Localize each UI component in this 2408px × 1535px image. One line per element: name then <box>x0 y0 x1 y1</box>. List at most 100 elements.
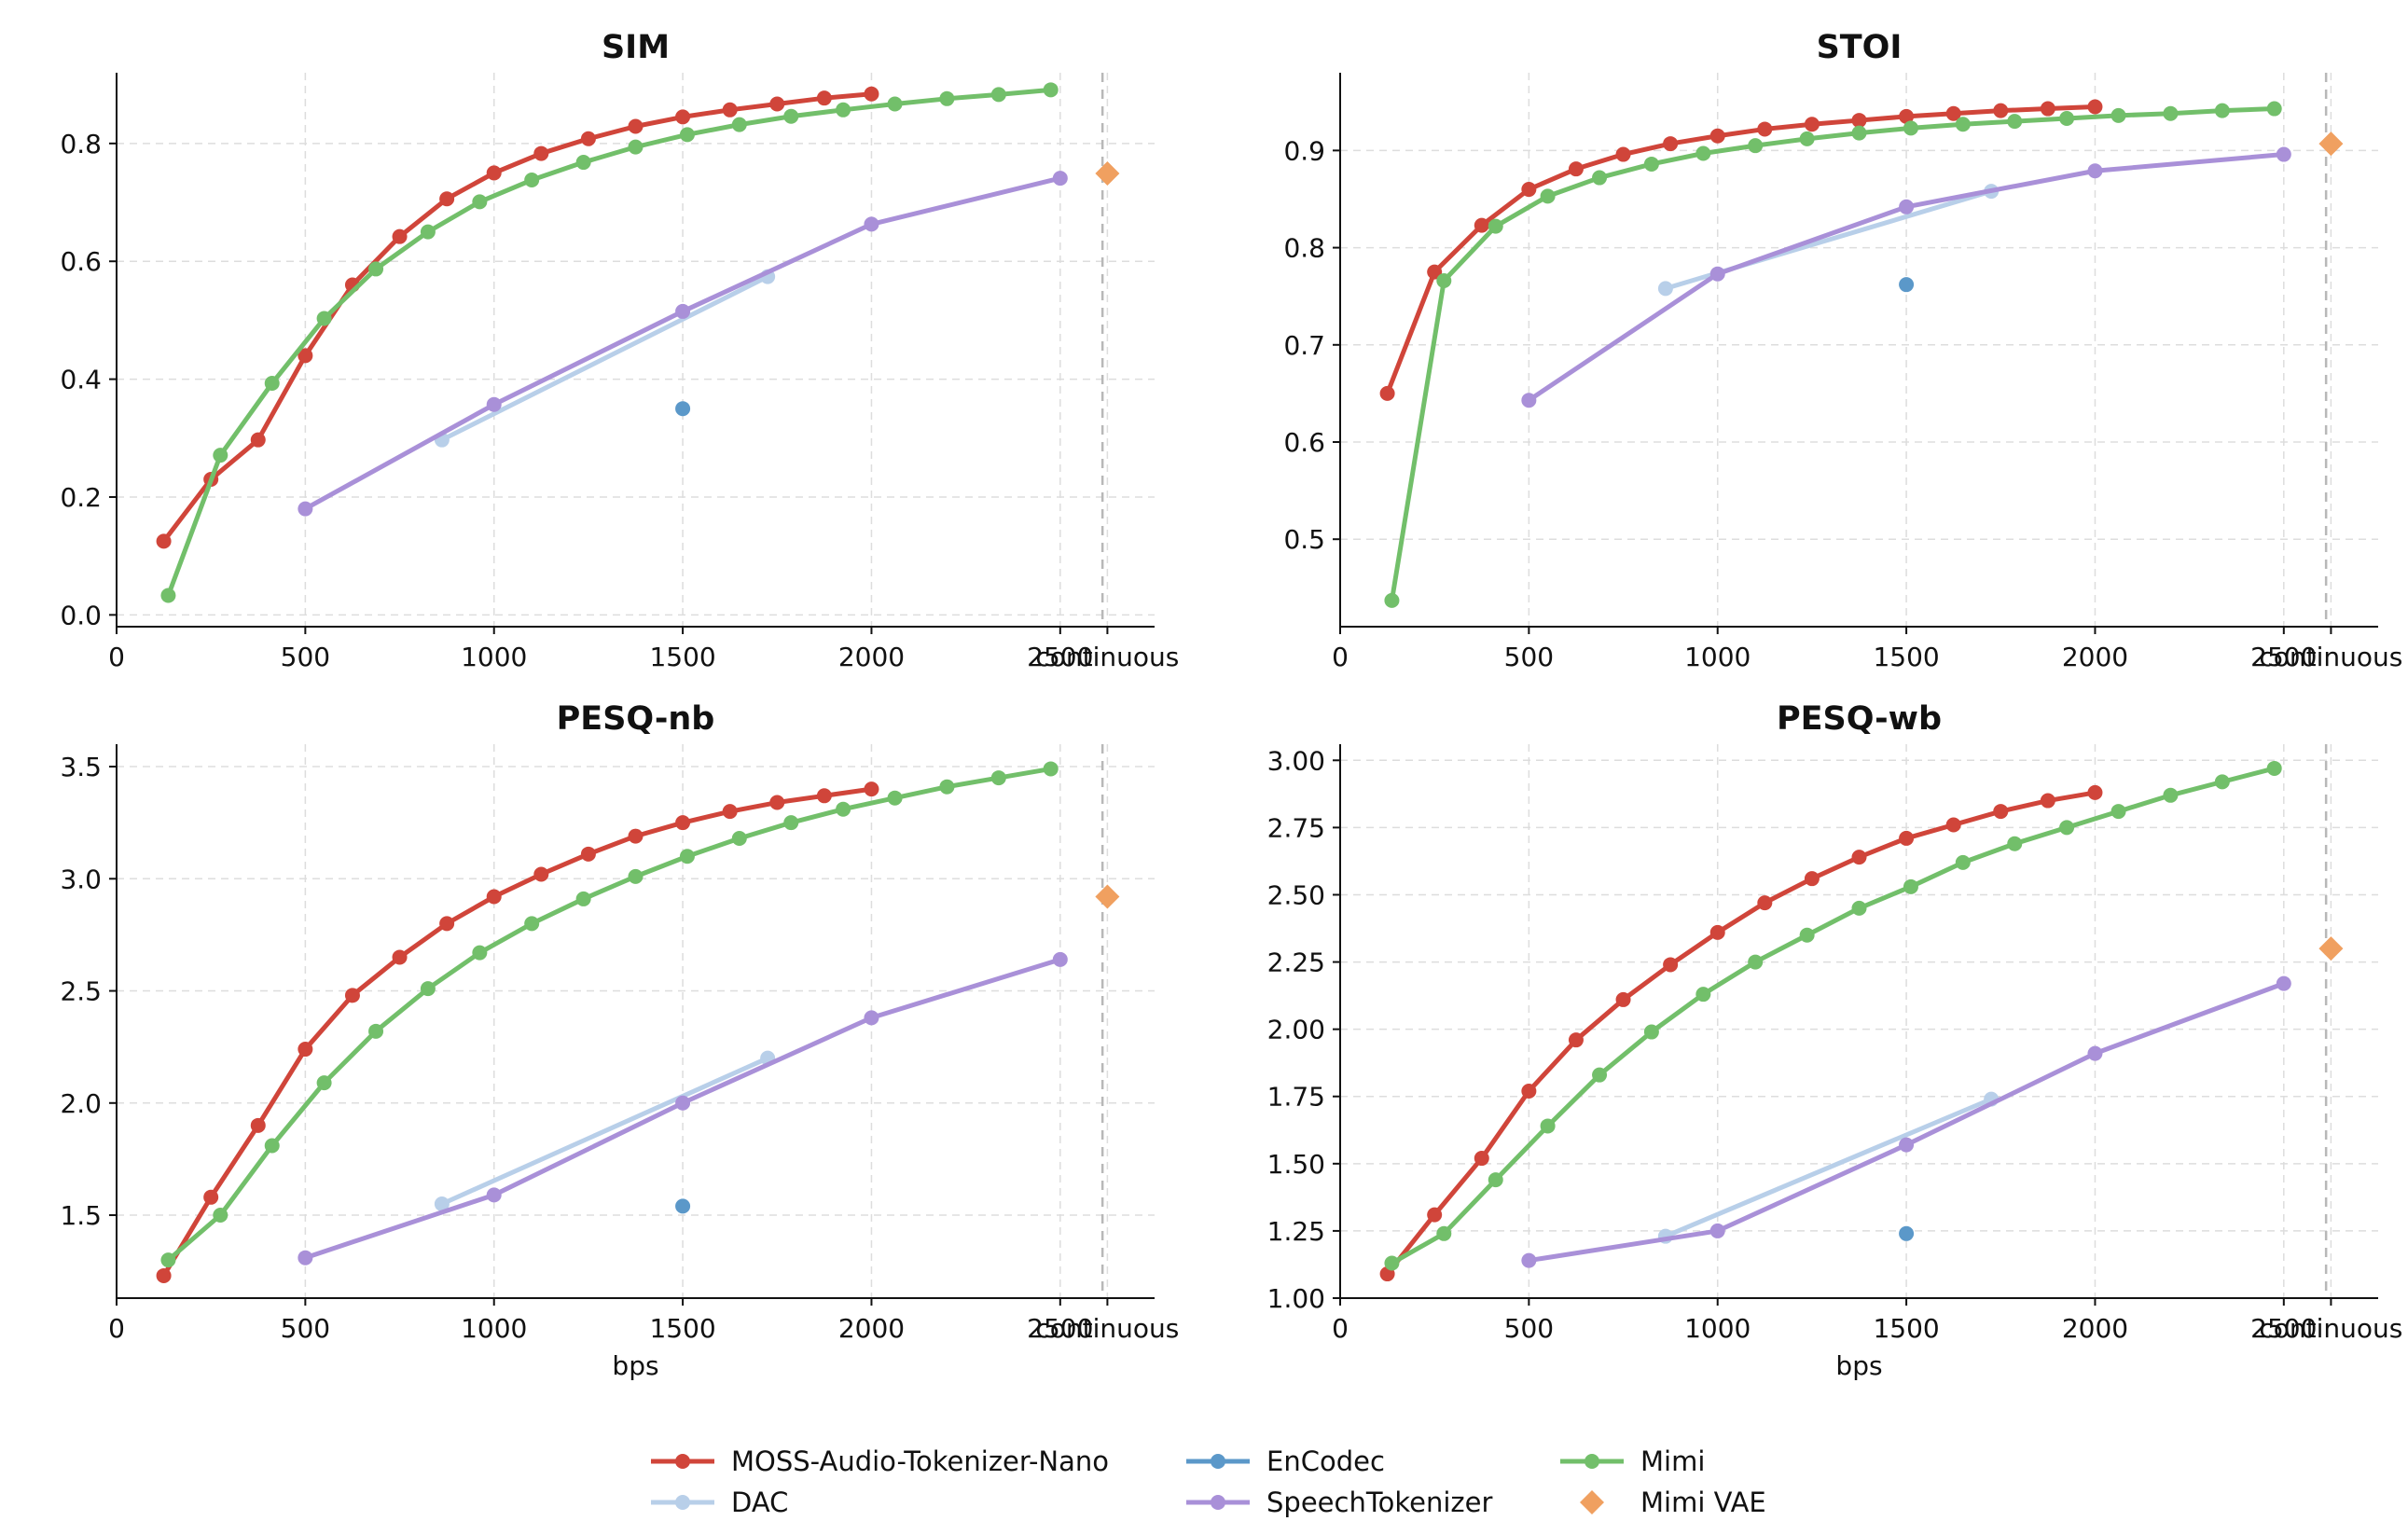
data-point <box>533 866 549 882</box>
y-tick-label: 3.0 <box>60 864 102 894</box>
legend-label: SpeechTokenizer <box>1266 1487 1492 1518</box>
data-point <box>722 804 738 820</box>
data-point <box>2276 975 2291 991</box>
x-tick-label: 0 <box>108 1313 125 1344</box>
data-point <box>864 216 879 232</box>
data-point <box>486 889 502 905</box>
data-point <box>1052 951 1068 967</box>
x-tick-label-continuous: continuous <box>2259 1313 2402 1344</box>
data-point <box>439 191 455 207</box>
data-point <box>864 1010 879 1026</box>
series-mimi <box>1384 760 2282 1271</box>
data-point <box>628 118 644 134</box>
data-point <box>1709 924 1725 940</box>
data-point <box>1695 987 1711 1003</box>
series-line <box>165 766 1054 1263</box>
x-axis-label: bps <box>1835 1350 1882 1381</box>
data-point <box>580 846 596 862</box>
data-point <box>250 432 266 448</box>
data-point <box>1568 161 1584 177</box>
data-point <box>298 501 313 517</box>
data-point <box>1799 131 1815 146</box>
data-point <box>731 831 747 847</box>
legend-entry-mimi-vae: Mimi VAE <box>1580 1487 1766 1518</box>
y-tick-label: 0.7 <box>1283 330 1325 361</box>
data-point <box>486 1187 502 1203</box>
data-point <box>990 87 1006 103</box>
y-tick-label: 0.6 <box>1283 427 1325 458</box>
x-tick-label: 0 <box>108 642 125 672</box>
series-line <box>439 1056 770 1207</box>
legend-marker <box>1211 1454 1225 1469</box>
data-point <box>816 788 832 804</box>
data-point <box>1657 281 1673 297</box>
series-line <box>1389 106 2277 603</box>
data-point <box>316 1075 332 1091</box>
data-point <box>836 801 851 817</box>
mimi-vae-marker <box>1095 161 1120 187</box>
y-tick-label: 1.5 <box>60 1200 102 1231</box>
data-point <box>1804 117 1820 132</box>
data-point <box>156 1267 172 1283</box>
mimi-vae-marker <box>2318 936 2344 961</box>
data-point <box>1899 277 1915 293</box>
series-mimi <box>160 761 1059 1268</box>
data-point <box>2110 107 2126 123</box>
data-point <box>1899 1137 1915 1153</box>
data-point <box>628 828 644 844</box>
data-point <box>472 194 488 210</box>
series-speechtokenizer <box>1521 146 2291 408</box>
legend-label: EnCodec <box>1266 1445 1385 1477</box>
data-point <box>1804 871 1820 887</box>
data-point <box>298 1042 313 1058</box>
data-point <box>1043 761 1059 777</box>
x-tick-label: 2500 <box>2250 1313 2317 1344</box>
data-point <box>2163 787 2179 803</box>
series-line <box>1663 1097 1994 1239</box>
legend-label: DAC <box>731 1487 788 1518</box>
x-tick-label: 500 <box>281 1313 330 1344</box>
x-tick-label-continuous: continuous <box>1035 1313 1179 1344</box>
data-point <box>1748 954 1764 970</box>
y-tick-label: 0.0 <box>60 600 102 630</box>
data-point <box>887 790 903 806</box>
x-tick-label: 2000 <box>838 642 905 672</box>
data-point <box>722 102 738 118</box>
y-tick-label: 0.6 <box>60 246 102 277</box>
data-point <box>2059 110 2075 126</box>
series-moss-audio-tokenizer-nano <box>1379 784 2103 1282</box>
y-tick-label: 2.0 <box>60 1088 102 1119</box>
data-point <box>1945 105 1961 121</box>
data-point <box>990 770 1006 786</box>
y-tick-label: 2.25 <box>1267 947 1325 978</box>
data-point <box>156 533 172 549</box>
x-tick-label: 1000 <box>1684 1313 1751 1344</box>
data-point <box>1757 121 1773 137</box>
legend-entry-mimi: Mimi <box>1560 1445 1705 1477</box>
y-tick-label: 3.5 <box>60 752 102 782</box>
series-encodec <box>1899 1225 1915 1241</box>
data-point <box>628 868 644 884</box>
data-point <box>160 1252 176 1268</box>
data-point <box>434 1196 450 1211</box>
data-point <box>2007 114 2023 130</box>
data-point <box>2214 774 2230 790</box>
series-mimi <box>160 82 1059 603</box>
data-point <box>1427 1207 1443 1223</box>
data-point <box>203 1189 219 1205</box>
data-point <box>675 1198 691 1214</box>
y-tick-label: 1.25 <box>1267 1216 1325 1247</box>
data-point <box>1521 1252 1537 1268</box>
panel-title: PESQ-wb <box>1777 700 1942 738</box>
data-point <box>368 261 384 277</box>
series-line <box>161 786 874 1279</box>
data-point <box>1643 156 1659 172</box>
series-speechtokenizer <box>298 951 1068 1265</box>
data-point <box>864 86 879 102</box>
series-moss-audio-tokenizer-nano <box>1379 99 2103 401</box>
data-point <box>675 1095 691 1111</box>
